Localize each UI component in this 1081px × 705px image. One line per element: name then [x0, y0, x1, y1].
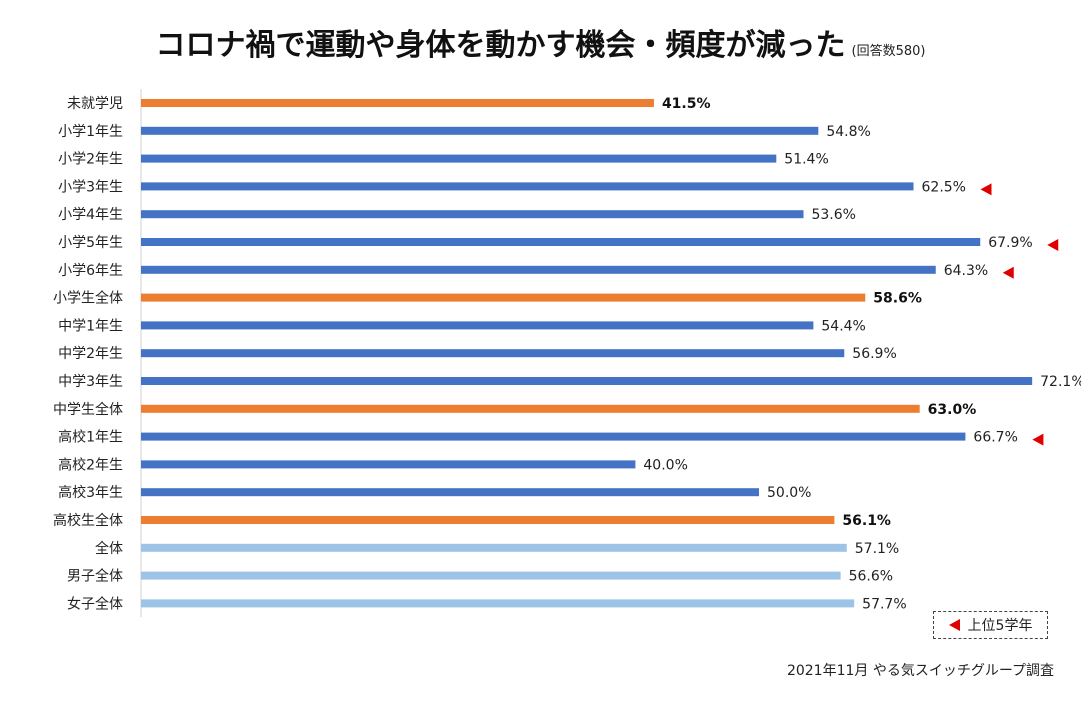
bar — [141, 543, 847, 552]
category-label: 小学1年生 — [58, 124, 123, 140]
value-label: 54.4% — [821, 318, 865, 334]
value-label: 63.0% — [928, 402, 977, 418]
value-label: 53.6% — [811, 207, 855, 223]
category-label: 小学5年生 — [58, 235, 123, 251]
category-label: 高校3年生 — [58, 484, 123, 501]
category-label: 中学2年生 — [58, 346, 123, 362]
bar — [141, 488, 759, 497]
bar — [141, 404, 920, 413]
bar — [141, 293, 866, 302]
bar — [141, 516, 835, 524]
value-label: 54.8% — [826, 124, 870, 140]
category-label: 高校2年生 — [58, 456, 123, 473]
value-label: 51.4% — [784, 152, 828, 168]
legend-marker-icon — [948, 619, 960, 631]
bar — [141, 377, 1033, 385]
bar — [141, 349, 845, 358]
category-label: 未就学児 — [67, 96, 123, 112]
value-label: 41.5% — [662, 96, 711, 112]
category-label: 小学4年生 — [58, 207, 123, 223]
value-label: 57.7% — [862, 596, 906, 612]
category-label: 小学3年生 — [58, 179, 123, 195]
value-label: 62.5% — [922, 179, 966, 195]
category-label: 中学1年生 — [58, 318, 123, 334]
category-label: 高校生全体 — [53, 512, 123, 529]
bar — [141, 321, 814, 330]
top5-marker-icon — [980, 183, 992, 196]
bar — [141, 126, 819, 135]
legend: 上位5学年 — [933, 611, 1048, 639]
bar — [141, 460, 636, 469]
category-label: 男子全体 — [67, 568, 123, 585]
value-label: 56.9% — [852, 346, 896, 362]
bar — [141, 99, 654, 107]
bar — [141, 432, 966, 441]
value-label: 57.1% — [855, 541, 899, 557]
value-label: 56.1% — [842, 513, 891, 529]
bar — [141, 154, 777, 163]
top5-marker-icon — [1047, 239, 1059, 251]
value-label: 66.7% — [973, 430, 1017, 446]
category-label: 中学生全体 — [53, 401, 123, 418]
value-label: 40.0% — [643, 457, 687, 473]
value-label: 72.1% — [1040, 374, 1081, 390]
category-label: 小学2年生 — [58, 152, 123, 168]
value-label: 58.6% — [873, 291, 922, 307]
bar — [141, 238, 981, 246]
bar — [141, 182, 914, 191]
category-label: 中学3年生 — [58, 374, 123, 390]
category-label: 小学生全体 — [53, 290, 123, 307]
chart-subtitle: (回答数580) — [851, 44, 926, 59]
category-label: 高校1年生 — [58, 429, 123, 446]
value-label: 67.9% — [988, 235, 1032, 251]
category-label: 女子全体 — [67, 595, 123, 612]
bar — [141, 265, 936, 274]
category-label: 全体 — [95, 540, 123, 557]
category-label: 小学6年生 — [58, 263, 123, 279]
legend-label: 上位5学年 — [967, 618, 1033, 634]
top5-marker-icon — [1032, 433, 1044, 446]
value-label: 56.6% — [849, 569, 893, 585]
value-label: 64.3% — [944, 263, 988, 279]
top5-marker-icon — [1002, 266, 1014, 279]
chart-title: コロナ禍で運動や身体を動かす機会・頻度が減った (回答数580) — [0, 20, 1081, 64]
bar — [141, 210, 804, 219]
bar — [141, 599, 855, 608]
chart-title-main: コロナ禍で運動や身体を動かす機会・頻度が減った — [155, 28, 846, 63]
bar — [141, 571, 841, 580]
value-label: 50.0% — [767, 485, 811, 501]
source-note: 2021年11月 やる気スイッチグループ調査 — [786, 663, 1054, 679]
